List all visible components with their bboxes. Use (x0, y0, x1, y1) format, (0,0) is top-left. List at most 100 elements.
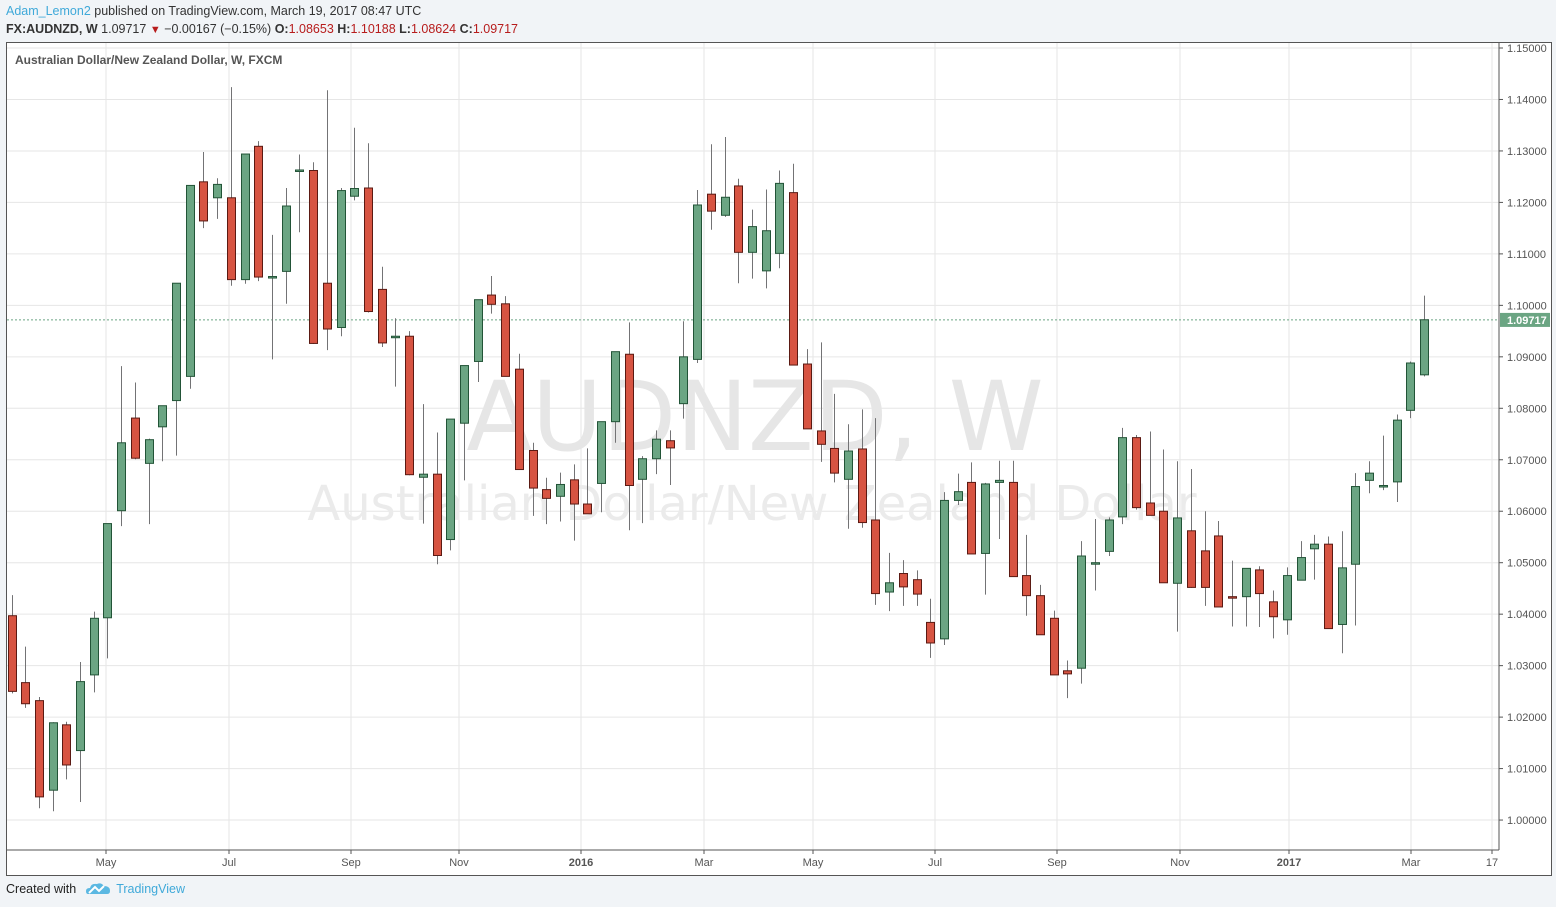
candle[interactable] (803, 349, 812, 430)
candle[interactable] (1310, 534, 1319, 580)
candle[interactable] (954, 473, 963, 506)
price-axis[interactable]: 1.15000 1.14000 1.13000 1.12000 1.11000 1.100… (1499, 43, 1547, 827)
candle[interactable] (1173, 461, 1182, 632)
candle[interactable] (693, 190, 702, 363)
candle[interactable] (926, 598, 935, 658)
candle[interactable] (721, 137, 730, 217)
candle[interactable] (350, 127, 359, 201)
candle[interactable] (186, 184, 195, 389)
candle[interactable] (597, 421, 606, 513)
author-link[interactable]: Adam_Lemon2 (6, 4, 91, 18)
candle[interactable] (1159, 449, 1168, 584)
candle[interactable] (337, 187, 346, 337)
candle[interactable] (241, 153, 250, 284)
candle[interactable] (213, 178, 222, 219)
candle[interactable] (433, 432, 442, 565)
candle[interactable] (1214, 521, 1223, 608)
candle[interactable] (103, 523, 112, 659)
candle[interactable] (391, 318, 400, 387)
candle[interactable] (583, 448, 592, 515)
candle[interactable] (1050, 610, 1059, 676)
candle[interactable] (1132, 435, 1141, 510)
candle[interactable] (871, 418, 880, 605)
candle[interactable] (529, 442, 538, 516)
candle[interactable] (378, 266, 387, 348)
candle[interactable] (1201, 511, 1210, 606)
candle[interactable] (131, 382, 140, 460)
candle[interactable] (1105, 517, 1114, 557)
candle[interactable] (1365, 461, 1374, 494)
candle[interactable] (405, 331, 414, 476)
candle[interactable] (8, 595, 17, 694)
candle[interactable] (1338, 531, 1347, 654)
candle[interactable] (1009, 460, 1018, 578)
candle[interactable] (487, 276, 496, 314)
candle[interactable] (309, 162, 318, 344)
candle[interactable] (1393, 414, 1402, 502)
candle[interactable] (1146, 431, 1155, 516)
candle[interactable] (789, 163, 798, 366)
candle[interactable] (1187, 469, 1196, 588)
candle[interactable] (76, 662, 85, 803)
candle[interactable] (611, 351, 620, 443)
candle[interactable] (364, 143, 373, 313)
candle[interactable] (1118, 427, 1127, 525)
candle[interactable] (501, 296, 510, 377)
candle[interactable] (446, 418, 455, 551)
time-axis[interactable]: May Jul Sep Nov 2016 Mar May Jul Sep Nov 2017 Mar 17 (96, 850, 1499, 869)
candle[interactable] (981, 482, 990, 595)
candle[interactable] (21, 646, 30, 708)
candle[interactable] (885, 552, 894, 612)
candle[interactable] (1351, 473, 1360, 626)
candle[interactable] (1077, 541, 1086, 684)
candle[interactable] (1255, 566, 1264, 628)
candle[interactable] (707, 144, 716, 230)
candle[interactable] (1063, 660, 1072, 699)
candle[interactable] (1228, 560, 1237, 627)
candle[interactable] (638, 456, 647, 524)
candle[interactable] (460, 365, 469, 481)
candle[interactable] (158, 405, 167, 462)
candle[interactable] (49, 722, 58, 812)
candle[interactable] (1324, 536, 1333, 630)
candle[interactable] (1379, 435, 1388, 491)
candle[interactable] (542, 477, 551, 525)
candle[interactable] (817, 342, 826, 462)
candle[interactable] (295, 154, 304, 233)
candle[interactable] (268, 234, 277, 360)
candle[interactable] (1269, 590, 1278, 639)
candle[interactable] (858, 409, 867, 528)
candle[interactable] (1091, 518, 1100, 591)
candle[interactable] (652, 430, 661, 475)
candle[interactable] (1297, 541, 1306, 581)
candle[interactable] (913, 570, 922, 606)
candle[interactable] (419, 404, 428, 524)
candle[interactable] (762, 189, 771, 289)
candle[interactable] (1406, 361, 1415, 419)
candle[interactable] (199, 151, 208, 229)
candle[interactable] (117, 366, 126, 527)
candle[interactable] (62, 721, 71, 780)
candle[interactable] (899, 560, 908, 606)
candle[interactable] (282, 187, 291, 304)
candle[interactable] (556, 472, 565, 522)
candle[interactable] (323, 90, 332, 351)
candle[interactable] (145, 438, 154, 525)
candle[interactable] (227, 87, 236, 286)
candle[interactable] (666, 430, 675, 485)
candle[interactable] (172, 282, 181, 456)
candle[interactable] (1420, 295, 1429, 377)
candle[interactable] (1036, 584, 1045, 636)
candle[interactable] (35, 697, 44, 809)
candle[interactable] (844, 424, 853, 529)
candle[interactable] (995, 460, 1004, 540)
candle[interactable] (474, 299, 483, 383)
candle[interactable] (734, 178, 743, 284)
candle[interactable] (940, 492, 949, 646)
candle[interactable] (570, 464, 579, 541)
candle[interactable] (1242, 567, 1251, 627)
tradingview-link[interactable]: TradingView (116, 882, 185, 896)
candle[interactable] (679, 321, 688, 419)
candle[interactable] (775, 170, 784, 269)
